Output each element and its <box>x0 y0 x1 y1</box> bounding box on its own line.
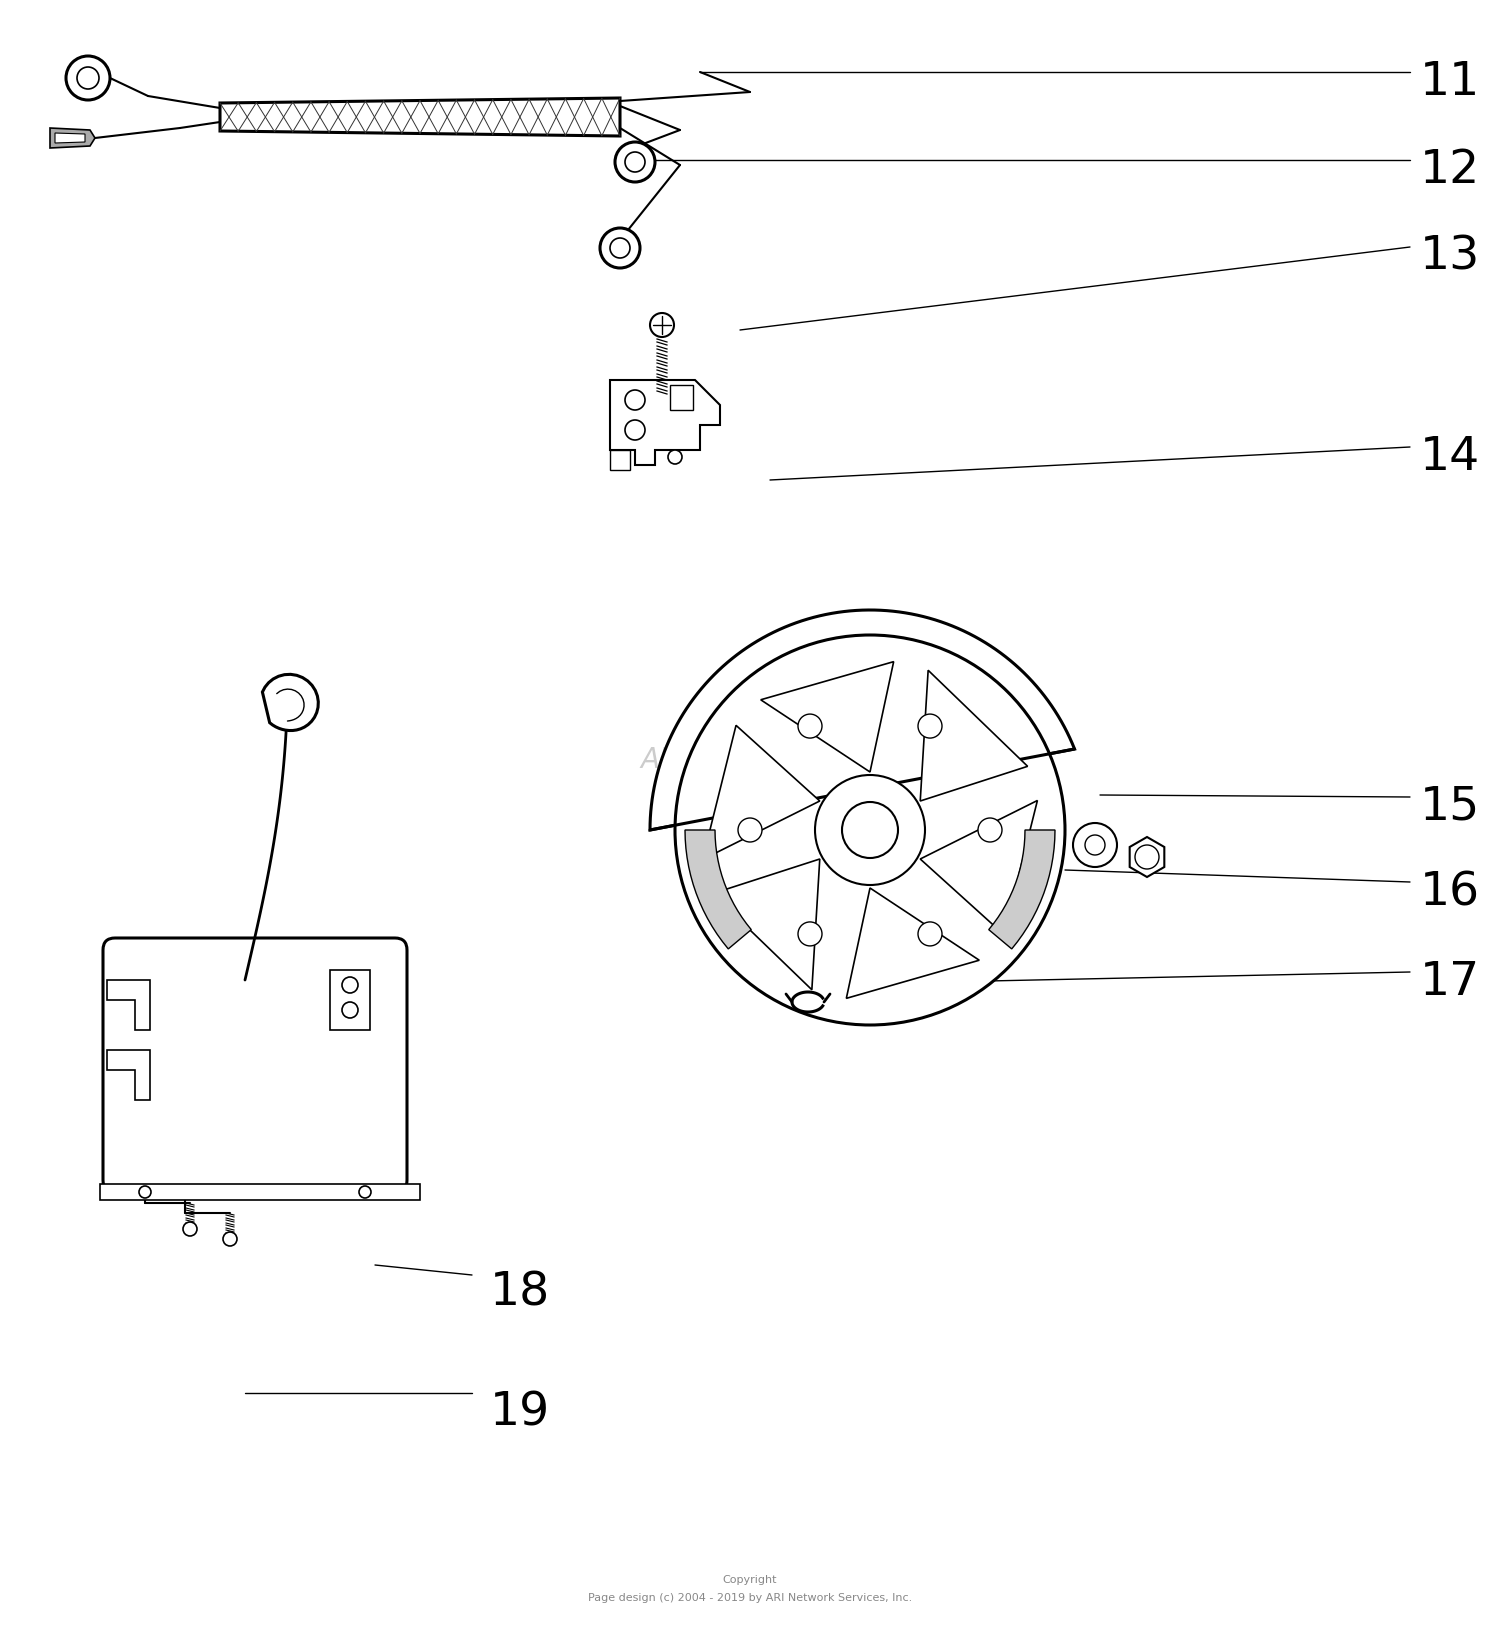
Circle shape <box>1136 845 1160 869</box>
Polygon shape <box>920 801 1038 934</box>
Circle shape <box>738 817 762 842</box>
Text: ARI PartStream™: ARI PartStream™ <box>640 746 880 773</box>
Circle shape <box>76 67 99 89</box>
Text: 14: 14 <box>1420 436 1480 479</box>
Text: 16: 16 <box>1420 869 1480 915</box>
Polygon shape <box>50 128 94 148</box>
Circle shape <box>358 1186 370 1198</box>
Polygon shape <box>670 385 693 410</box>
Polygon shape <box>100 1185 420 1199</box>
Circle shape <box>600 228 640 268</box>
Polygon shape <box>56 133 86 143</box>
Polygon shape <box>846 887 980 998</box>
Polygon shape <box>220 98 620 136</box>
Polygon shape <box>262 674 318 731</box>
Circle shape <box>610 237 630 258</box>
Polygon shape <box>760 661 894 772</box>
Circle shape <box>66 55 110 101</box>
Text: Copyright: Copyright <box>723 1575 777 1584</box>
Circle shape <box>675 635 1065 1025</box>
Circle shape <box>342 977 358 993</box>
Circle shape <box>626 153 645 172</box>
Polygon shape <box>988 830 1054 949</box>
Circle shape <box>978 817 1002 842</box>
Circle shape <box>918 713 942 738</box>
Text: 18: 18 <box>490 1271 550 1315</box>
Polygon shape <box>712 860 821 990</box>
Circle shape <box>798 713 822 738</box>
Text: Page design (c) 2004 - 2019 by ARI Network Services, Inc.: Page design (c) 2004 - 2019 by ARI Netwo… <box>588 1592 912 1602</box>
Circle shape <box>224 1232 237 1246</box>
Circle shape <box>668 450 682 465</box>
Text: 15: 15 <box>1420 785 1480 830</box>
Circle shape <box>342 1003 358 1017</box>
FancyBboxPatch shape <box>104 938 406 1193</box>
Polygon shape <box>106 1050 150 1100</box>
Circle shape <box>842 803 898 858</box>
Circle shape <box>815 775 926 886</box>
Text: 13: 13 <box>1420 236 1480 279</box>
Polygon shape <box>650 609 1074 830</box>
Polygon shape <box>1130 837 1164 878</box>
Polygon shape <box>702 725 820 860</box>
Circle shape <box>1072 822 1118 868</box>
Polygon shape <box>330 970 370 1030</box>
Polygon shape <box>610 450 630 470</box>
Text: 19: 19 <box>490 1389 550 1435</box>
Circle shape <box>626 390 645 410</box>
Circle shape <box>918 921 942 946</box>
Circle shape <box>615 141 656 182</box>
Text: 11: 11 <box>1420 60 1480 106</box>
Polygon shape <box>106 980 150 1030</box>
Text: 12: 12 <box>1420 148 1480 193</box>
Circle shape <box>1084 835 1106 855</box>
Circle shape <box>650 314 674 336</box>
Text: 17: 17 <box>1420 960 1480 1004</box>
Circle shape <box>626 419 645 440</box>
Circle shape <box>140 1186 152 1198</box>
Circle shape <box>798 921 822 946</box>
Polygon shape <box>920 670 1028 801</box>
Polygon shape <box>686 830 752 949</box>
Circle shape <box>183 1222 196 1237</box>
Polygon shape <box>610 380 720 465</box>
